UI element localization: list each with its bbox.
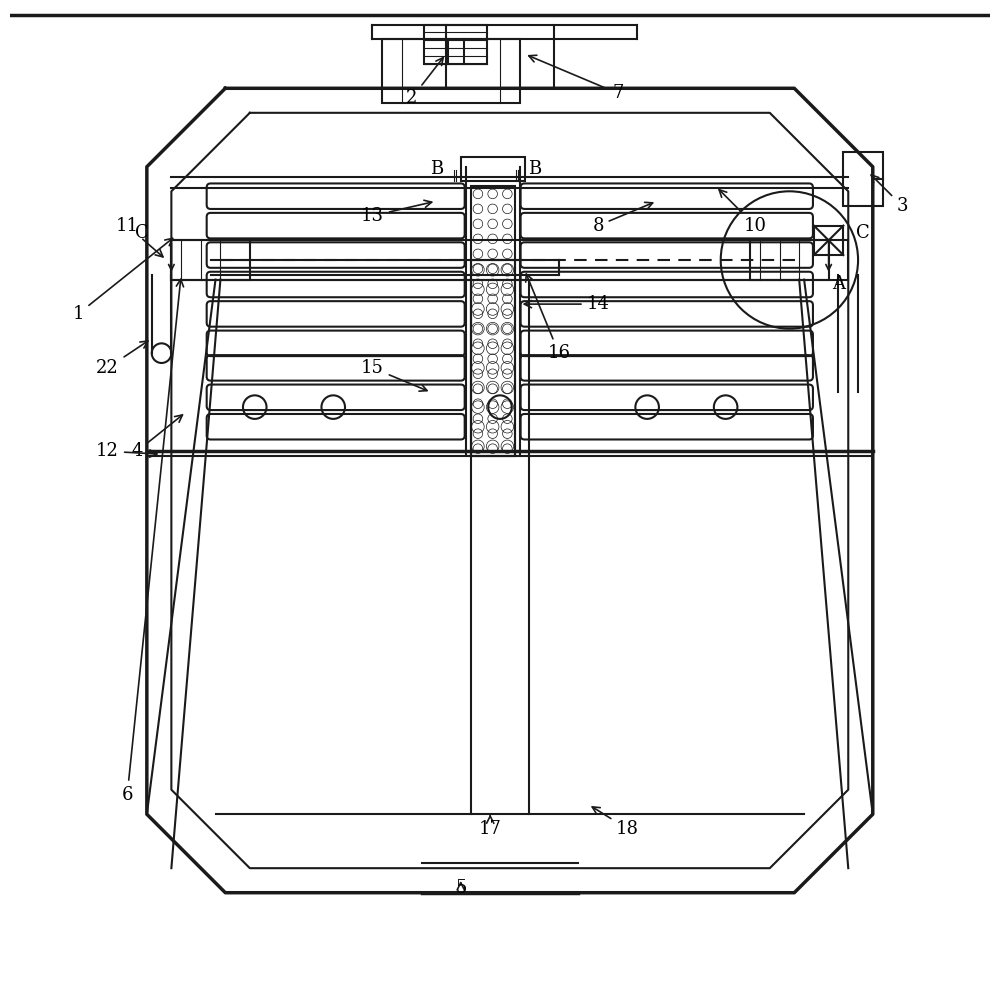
Bar <box>814 226 843 255</box>
Text: 7: 7 <box>529 55 623 102</box>
Text: 22: 22 <box>96 341 148 377</box>
Bar <box>171 240 848 280</box>
Text: 1: 1 <box>72 238 173 323</box>
Text: 16: 16 <box>526 274 570 362</box>
Text: 13: 13 <box>361 200 432 225</box>
Bar <box>750 240 829 280</box>
Text: B: B <box>430 160 443 178</box>
Text: C: C <box>856 225 870 242</box>
Text: 10: 10 <box>719 189 767 234</box>
Text: B: B <box>528 160 541 178</box>
Bar <box>471 260 515 456</box>
Bar <box>424 25 487 64</box>
Text: A: A <box>832 276 845 293</box>
Text: 18: 18 <box>592 807 639 838</box>
Bar <box>382 39 520 103</box>
Text: C: C <box>135 225 149 242</box>
Bar <box>171 240 250 280</box>
Text: 5: 5 <box>455 879 466 897</box>
Text: 6: 6 <box>121 280 184 803</box>
Text: 8: 8 <box>592 202 653 234</box>
Text: 14: 14 <box>524 295 610 313</box>
Text: 15: 15 <box>361 359 427 391</box>
Bar <box>471 186 515 456</box>
Text: 3: 3 <box>871 175 908 215</box>
Text: 2: 2 <box>406 58 443 107</box>
Bar <box>843 152 883 206</box>
Bar <box>461 157 525 181</box>
Text: 12: 12 <box>96 442 157 460</box>
Text: 17: 17 <box>479 814 502 838</box>
Text: 11: 11 <box>116 217 163 257</box>
Text: 4: 4 <box>131 415 182 460</box>
